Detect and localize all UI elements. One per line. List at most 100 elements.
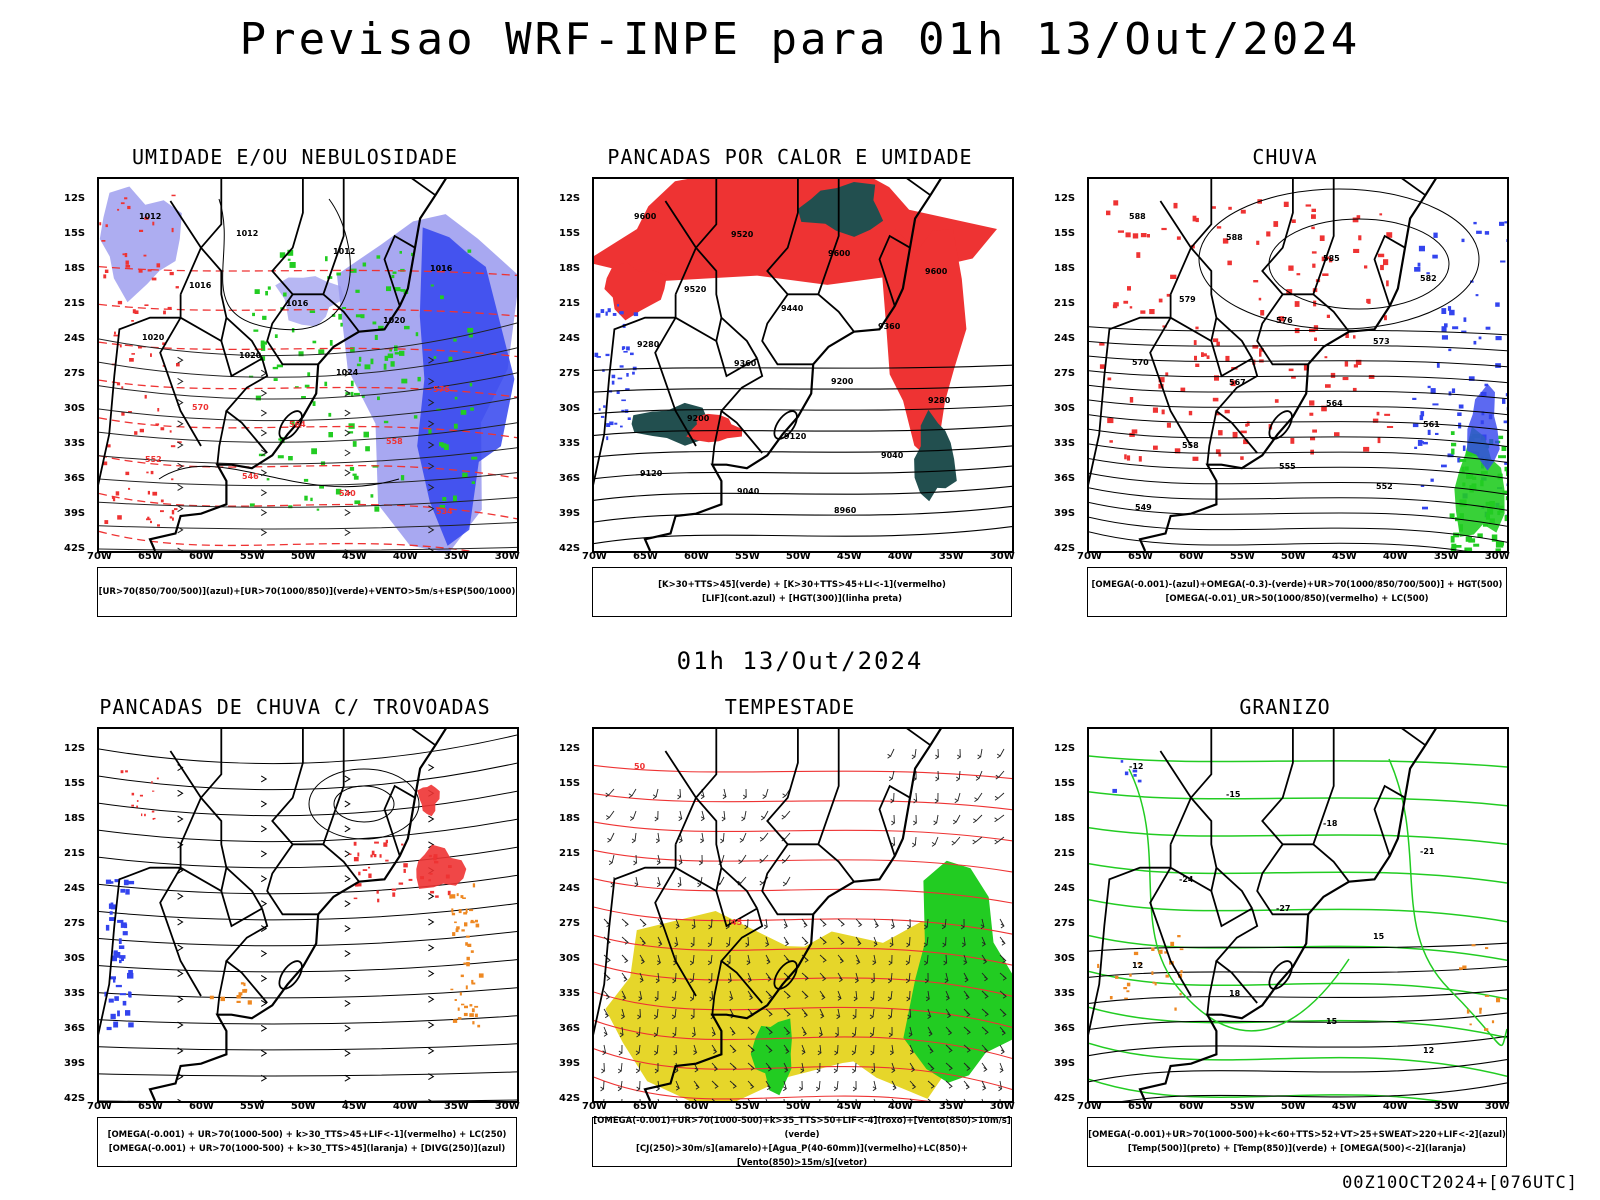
state-border [1149,867,1192,997]
map-speckle [394,287,401,292]
map-speckle [118,945,125,949]
streamline-arrow [428,944,435,952]
panel-umidade: UMIDADE E/OU NEBULOSIDADE 12S 15S 18S 21S 24S… [60,145,530,625]
wind-vector [815,1080,821,1092]
map-speckle [1325,384,1331,388]
map-speckle [392,271,397,274]
map-speckle [1099,343,1105,346]
map-speckle [172,517,174,521]
map-speckle [127,972,134,979]
wind-vector [729,1080,737,1089]
map-speckle [1478,336,1482,340]
wind-vector [905,954,911,966]
lon-tick-label: 50W [785,551,811,562]
wind-vector [999,954,1007,963]
map-speckle [309,310,316,313]
lat-tick-label: 24S [64,333,86,344]
map-speckle [169,271,174,276]
contour-label: 1016 [286,299,309,308]
map-speckle [1129,973,1132,977]
map-speckle [1165,974,1169,978]
map-speckle [1363,446,1370,452]
wind-vector [605,788,615,798]
lat-tick-label: 36S [64,473,86,484]
map-speckle [439,505,445,508]
wind-vector [837,954,845,964]
wind-vector [890,792,895,804]
map-speckle [386,286,392,292]
map-speckle [379,854,382,858]
wind-vector [871,972,876,984]
map-speckle [1278,316,1284,322]
map-speckle [1158,298,1163,303]
streamline-arrow [260,850,268,858]
streamline-arrow [344,489,351,497]
wind-vector [974,792,983,802]
contour-label: 552 [1376,482,1393,491]
contour-line [1089,1012,1507,1031]
map-speckle [355,314,362,318]
map-speckle [156,263,161,268]
wind-vector [975,770,983,781]
wind-vector [818,1026,824,1038]
streamline-arrow [177,970,184,977]
map-speckle [125,770,128,773]
contour-line [594,991,1012,1028]
wind-vector [700,810,705,822]
lat-tick-label: 33S [1054,988,1076,999]
wind-vector [759,832,769,842]
wind-vector [855,1098,857,1101]
map-speckle [1506,470,1507,476]
map-speckle [355,882,359,887]
map-speckle [1386,232,1393,238]
forecast-map: -12 -15 -18 -21 -24 -27 15 12 18 15 12 [1087,727,1509,1103]
streamline-arrow [260,999,268,1007]
panel-title: PANCADAS POR CALOR E UMIDADE [607,145,973,169]
contour-line [99,303,517,317]
map-speckle [430,284,434,287]
lat-tick-label: 21S [1054,848,1076,859]
map-speckle [150,470,154,475]
contour-label: 1024 [336,368,359,377]
wind-vector [726,955,731,966]
lon-tick-label: 70W [582,551,607,562]
wind-vector [909,1098,913,1101]
map-speckle [1136,252,1141,258]
contour-label: 576 [1276,316,1293,325]
map-speckle [1435,432,1439,435]
map-speckle [147,516,150,520]
map-speckle [1461,238,1465,243]
contour-label: 588 [1226,233,1243,242]
wind-vector [943,954,948,966]
lat-tick-label: 21S [1054,298,1076,309]
contour-label: 1012 [236,229,258,238]
wind-vector [887,990,893,1002]
contour-line [594,934,1012,966]
map-speckle [376,255,381,259]
wind-vector [633,854,638,866]
lon-tick-label: 30W [494,1101,520,1112]
wind-vector [765,1080,772,1091]
wind-vector [745,936,750,948]
coastline [1138,729,1437,1101]
lat-tick-label: 18S [64,263,86,274]
map-speckle [1240,456,1244,460]
map-speckle [350,347,355,353]
map-speckle [262,315,267,320]
map-speckle [1386,426,1394,428]
wind-vector [711,1026,717,1037]
lon-tick-label: 65W [632,551,658,562]
map-speckle [316,508,320,511]
map-speckle [1230,380,1236,387]
streamline-arrow [428,1021,435,1029]
map-speckle [596,356,601,358]
state-border [1210,340,1253,378]
map-speckle [454,999,457,1001]
wind-vector [852,1008,857,1020]
map-speckle [131,804,134,807]
wind-vector [888,770,895,782]
map-speckle [365,446,370,452]
map-speckle [444,444,449,450]
page-subtitle: 01h 13/Out/2024 [676,647,924,675]
map-speckle [428,429,432,435]
